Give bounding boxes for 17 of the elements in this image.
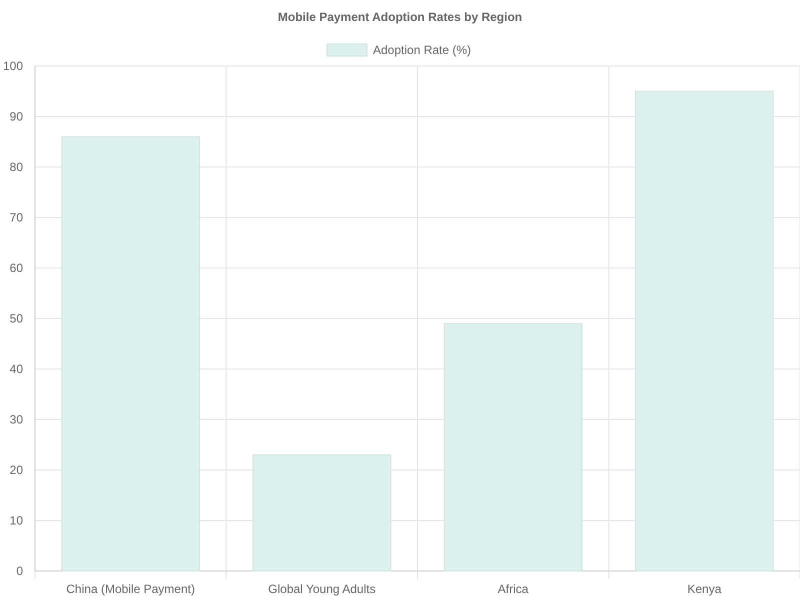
x-tick-label: Kenya <box>687 582 722 596</box>
y-tick-label: 10 <box>10 514 24 528</box>
y-tick-label: 80 <box>10 160 24 174</box>
y-tick-label: 90 <box>10 110 24 124</box>
legend-label: Adoption Rate (%) <box>373 43 472 57</box>
y-tick-label: 30 <box>10 412 24 427</box>
x-tick-label: China (Mobile Payment) <box>66 582 195 596</box>
y-tick-label: 70 <box>10 210 24 225</box>
y-tick-label: 50 <box>10 312 24 326</box>
y-tick-label: 60 <box>10 261 24 276</box>
x-tick-label: Global Young Adults <box>268 582 376 596</box>
x-tick-label: Africa <box>498 582 529 596</box>
y-tick-label: 0 <box>16 564 24 578</box>
y-tick-label: 20 <box>10 463 24 478</box>
y-tick-label: 100 <box>2 59 24 74</box>
chart-title: Mobile Payment Adoption Rates by Region <box>278 10 522 24</box>
y-tick-label: 40 <box>10 362 24 376</box>
